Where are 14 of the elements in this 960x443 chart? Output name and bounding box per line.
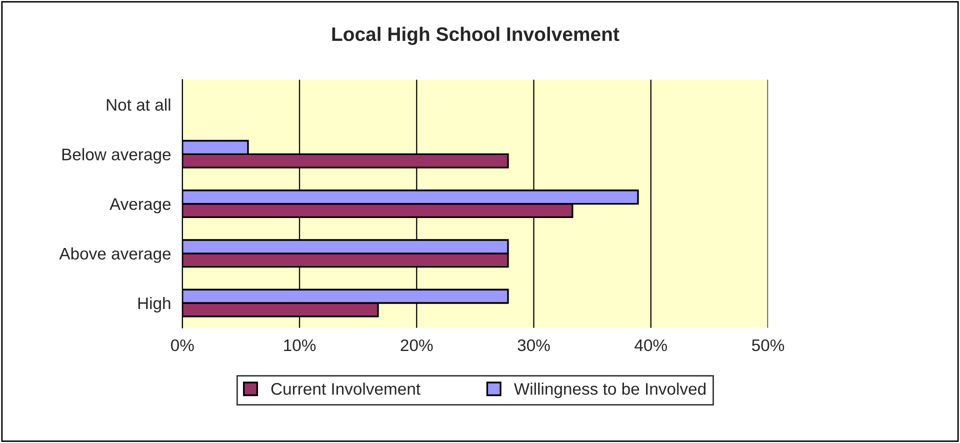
y-tick-label: High: [138, 296, 170, 313]
legend-label: Current Involvement: [271, 382, 420, 395]
legend-label: Willingness to be Involved: [514, 382, 706, 398]
y-tick-label: Not at all: [106, 98, 170, 111]
x-tick-label: 0%: [171, 339, 194, 352]
x-tick-label: 10%: [284, 339, 316, 352]
y-tick-label: Average: [110, 198, 171, 214]
x-tick-label: 40%: [634, 339, 667, 352]
y-tick-label: Below average: [62, 148, 171, 164]
chart-title: Local High School Involvement: [332, 26, 620, 45]
y-tick-label: Above average: [59, 247, 171, 263]
x-tick-label: 20%: [400, 339, 433, 352]
x-tick-label: 50%: [752, 339, 784, 352]
x-tick-label: 30%: [518, 339, 550, 352]
